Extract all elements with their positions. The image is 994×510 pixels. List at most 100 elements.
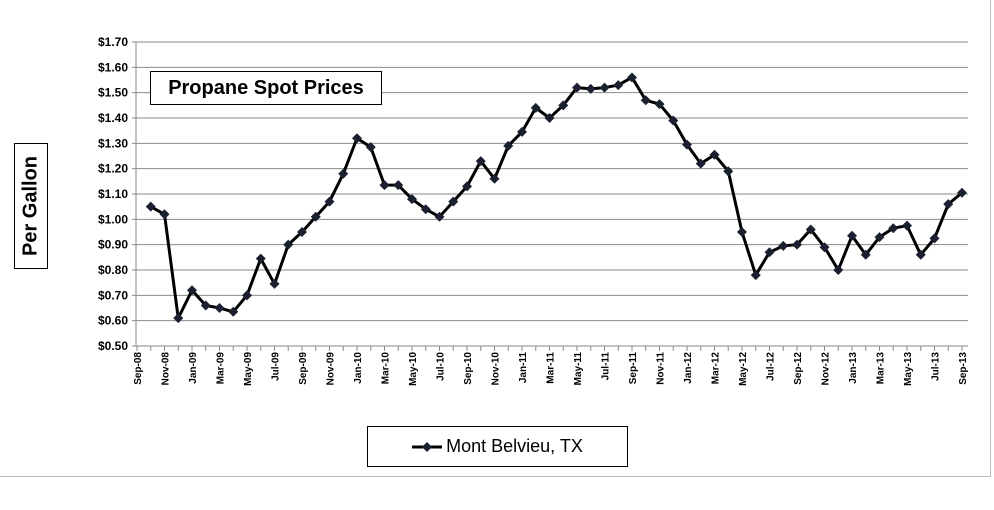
x-tick-label: Mar-13	[876, 352, 887, 385]
x-tick-label: Jan-11	[518, 352, 529, 384]
y-tick-label: $1.20	[98, 162, 128, 176]
data-point	[434, 211, 445, 222]
legend-series-marker	[412, 441, 443, 452]
data-point	[503, 140, 514, 151]
data-point	[489, 173, 500, 184]
x-tick-label: Sep-08	[133, 352, 144, 385]
x-tick-label: Jan-13	[848, 352, 859, 384]
data-point	[833, 265, 844, 275]
data-point	[365, 142, 376, 153]
data-point	[324, 196, 335, 207]
data-point	[792, 239, 802, 250]
data-point	[228, 306, 239, 317]
y-tick-label: $1.50	[98, 86, 128, 100]
x-tick-label: Mar-09	[216, 352, 227, 385]
y-tick-label: $0.60	[98, 314, 128, 328]
data-point	[750, 270, 761, 281]
x-tick-label: Nov-10	[491, 352, 502, 386]
x-tick-label: Jul-11	[601, 352, 612, 381]
data-point	[530, 102, 541, 113]
x-tick-label: Nov-09	[326, 352, 337, 386]
data-point	[737, 227, 747, 237]
x-tick-label: Nov-08	[161, 352, 172, 386]
data-point	[695, 158, 706, 169]
data-point	[929, 233, 940, 244]
data-point	[888, 223, 899, 234]
y-tick-label: $1.40	[98, 111, 128, 125]
y-axis-label-box: Per Gallon	[14, 143, 48, 269]
data-point	[778, 240, 789, 251]
data-point	[805, 224, 816, 235]
x-tick-label: Mar-12	[711, 352, 722, 385]
data-point	[902, 220, 912, 231]
data-point	[585, 83, 596, 94]
data-point	[159, 209, 170, 220]
data-point	[214, 303, 225, 313]
series-line	[150, 75, 963, 320]
data-point	[709, 149, 720, 160]
data-point	[187, 285, 197, 296]
data-point	[297, 227, 307, 237]
data-point	[462, 181, 472, 192]
y-tick-label: $1.10	[98, 187, 128, 201]
y-tick-label: $1.30	[98, 136, 128, 150]
data-point	[572, 82, 582, 93]
data-point	[957, 187, 967, 198]
x-tick-label: Jan-12	[683, 352, 694, 384]
data-point	[682, 139, 692, 150]
data-point	[475, 156, 486, 167]
x-tick-label: Sep-13	[958, 352, 969, 385]
y-tick-label: $1.60	[98, 60, 128, 74]
data-point	[393, 180, 404, 191]
y-tick-label: $1.70	[98, 35, 128, 49]
data-point	[627, 72, 637, 83]
x-tick-label: May-09	[243, 352, 254, 386]
data-point	[874, 232, 885, 243]
chart-title: Propane Spot Prices	[150, 71, 382, 105]
data-point	[145, 201, 156, 212]
x-tick-label: Mar-11	[546, 352, 557, 384]
data-point	[310, 211, 321, 222]
y-tick-label: $0.90	[98, 238, 128, 252]
data-point	[242, 290, 252, 301]
data-point	[352, 133, 362, 144]
data-point	[420, 204, 431, 215]
x-tick-label: Jan-10	[353, 352, 364, 384]
data-point	[517, 126, 527, 137]
x-tick-label: Jul-09	[271, 352, 282, 381]
x-tick-label: Mar-10	[381, 352, 392, 385]
data-point	[173, 313, 184, 324]
data-point	[283, 239, 294, 250]
data-point	[599, 82, 610, 93]
data-point	[723, 166, 734, 177]
x-tick-label: May-11	[573, 352, 584, 386]
chart-frame	[0, 0, 991, 477]
x-tick-label: Jul-12	[766, 352, 777, 381]
x-tick-label: May-12	[738, 352, 749, 386]
data-point	[668, 115, 679, 126]
x-tick-label: Nov-12	[821, 352, 832, 386]
x-tick-label: Nov-11	[656, 352, 667, 385]
data-point	[200, 300, 211, 311]
data-point	[613, 80, 624, 91]
x-tick-label: Sep-09	[298, 352, 309, 385]
data-point	[269, 278, 280, 289]
legend: Mont Belvieu, TX	[367, 426, 628, 467]
x-tick-label: Sep-11	[628, 352, 639, 385]
x-tick-label: Jan-09	[188, 352, 199, 384]
data-point	[338, 168, 349, 179]
y-tick-label: $0.80	[98, 263, 128, 277]
data-point	[654, 99, 665, 110]
data-point	[407, 194, 417, 205]
data-point	[943, 199, 954, 210]
data-point	[915, 249, 926, 260]
x-tick-label: Jul-13	[931, 352, 942, 381]
data-point	[640, 95, 651, 106]
data-point	[544, 113, 555, 123]
data-point	[764, 247, 775, 258]
data-point	[860, 249, 871, 260]
data-point	[847, 230, 857, 241]
data-point	[379, 180, 390, 191]
data-point	[448, 196, 459, 207]
